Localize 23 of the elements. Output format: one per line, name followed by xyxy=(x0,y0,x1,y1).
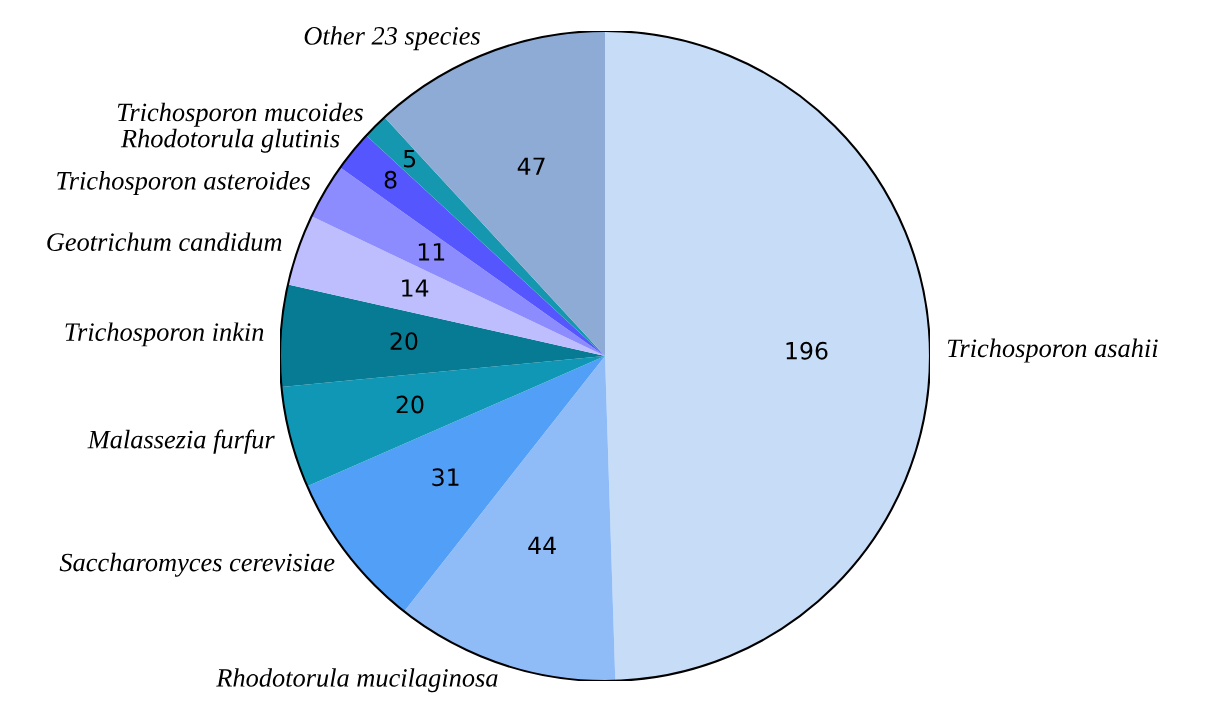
data-label: 11 xyxy=(418,243,445,261)
pie-slice xyxy=(605,31,930,681)
slice-label: Trichosporon inkin xyxy=(65,322,264,347)
slice-label: Malassezia furfur xyxy=(87,429,275,454)
data-label: 31 xyxy=(432,468,459,487)
pie-slice xyxy=(340,135,605,356)
slice-label: Trichosporon mucoides xyxy=(117,102,363,127)
data-label: 20 xyxy=(396,395,424,414)
slice-label: Rhodotorula mucilaginosa xyxy=(216,668,498,693)
data-label: 196 xyxy=(786,341,828,360)
data-label: 44 xyxy=(528,536,556,554)
slice-label: Geotrichum candidum xyxy=(47,232,282,252)
data-label: 20 xyxy=(390,332,418,351)
data-label: 47 xyxy=(517,157,545,175)
slice-label: Rhodotorula glutinis xyxy=(120,128,340,153)
pie-slice xyxy=(287,216,605,356)
data-label: 14 xyxy=(402,279,429,297)
slice-label: Trichosporon asteroides xyxy=(57,171,311,195)
slice-label: Saccharomyces cerevisiae xyxy=(59,552,335,577)
slice-label: Trichosporon asahii xyxy=(947,338,1158,363)
data-label: 5 xyxy=(403,149,416,168)
slice-label: Other 23 species xyxy=(304,26,480,51)
data-label: 8 xyxy=(384,170,397,189)
